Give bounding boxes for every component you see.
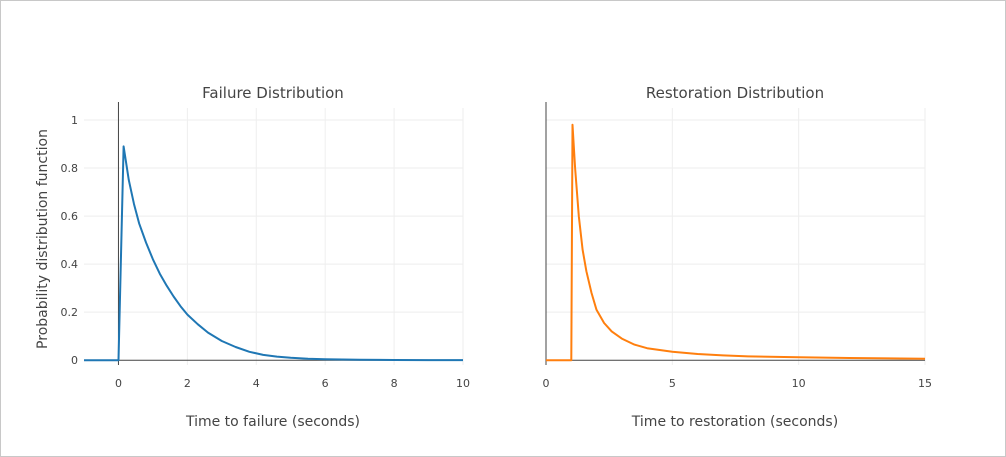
y-tick-label: 1 (71, 114, 78, 127)
y-tick-label: 0.2 (61, 306, 79, 319)
restoration-x-axis-title: Time to restoration (seconds) (631, 414, 838, 430)
x-tick-label: 8 (391, 377, 398, 390)
y-axis-title: Probability distribution function (35, 129, 51, 349)
series-line (546, 123, 926, 362)
x-tick-label: 0 (115, 377, 122, 390)
failure-chart-title: Failure Distribution (202, 84, 344, 102)
y-tick-label: 0.4 (61, 258, 79, 271)
x-tick-label: 5 (669, 377, 676, 390)
y-tick-label: 0 (71, 354, 78, 367)
y-tick-label: 0.6 (61, 210, 79, 223)
x-tick-label: 10 (792, 377, 806, 390)
y-tick-label: 0.8 (61, 162, 79, 175)
x-tick-label: 0 (543, 377, 550, 390)
x-tick-label: 6 (322, 377, 329, 390)
x-tick-label: 10 (456, 377, 470, 390)
x-tick-label: 4 (253, 377, 260, 390)
failure-x-axis-title: Time to failure (seconds) (185, 414, 360, 430)
restoration-chart: 0 5 10 15 Restoration Distribution Time to … (543, 84, 933, 430)
restoration-chart-title: Restoration Distribution (646, 84, 824, 102)
series-line (84, 145, 463, 362)
x-tick-label: 2 (184, 377, 191, 390)
x-tick-label: 15 (918, 377, 932, 390)
failure-chart: 00.20.40.60.810 2 4 6 8 10 Failure Distributi… (35, 84, 470, 430)
